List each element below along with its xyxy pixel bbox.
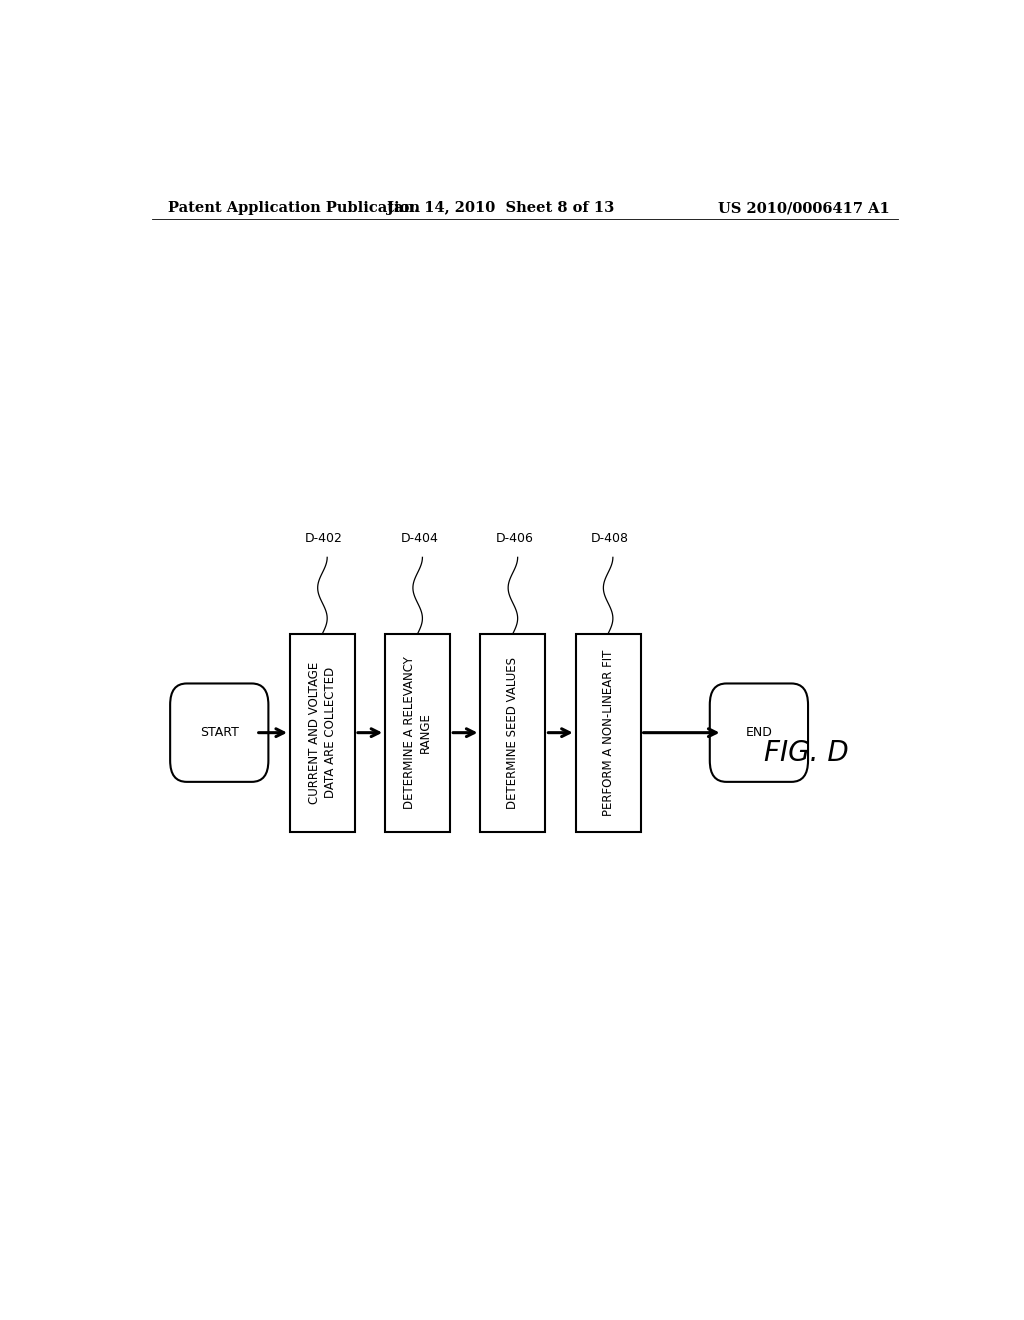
Text: DETERMINE SEED VALUES: DETERMINE SEED VALUES: [507, 656, 519, 809]
Text: CURRENT AND VOLTAGE
DATA ARE COLLECTED: CURRENT AND VOLTAGE DATA ARE COLLECTED: [308, 661, 337, 804]
Text: PERFORM A NON-LINEAR FIT: PERFORM A NON-LINEAR FIT: [602, 649, 614, 816]
Text: Patent Application Publication: Patent Application Publication: [168, 201, 420, 215]
Bar: [385, 634, 451, 832]
Text: D-404: D-404: [400, 532, 438, 545]
Text: D-402: D-402: [305, 532, 343, 545]
Bar: [290, 634, 355, 832]
Text: US 2010/0006417 A1: US 2010/0006417 A1: [718, 201, 890, 215]
Text: END: END: [745, 726, 772, 739]
FancyBboxPatch shape: [170, 684, 268, 781]
Text: START: START: [200, 726, 239, 739]
Text: Jan. 14, 2010  Sheet 8 of 13: Jan. 14, 2010 Sheet 8 of 13: [387, 201, 614, 215]
Text: FIG. D: FIG. D: [764, 739, 849, 767]
Bar: [480, 634, 546, 832]
Text: D-406: D-406: [496, 532, 534, 545]
FancyBboxPatch shape: [710, 684, 808, 781]
Text: D-408: D-408: [591, 532, 629, 545]
Text: DETERMINE A RELEVANCY
RANGE: DETERMINE A RELEVANCY RANGE: [403, 656, 432, 809]
Bar: [575, 634, 641, 832]
